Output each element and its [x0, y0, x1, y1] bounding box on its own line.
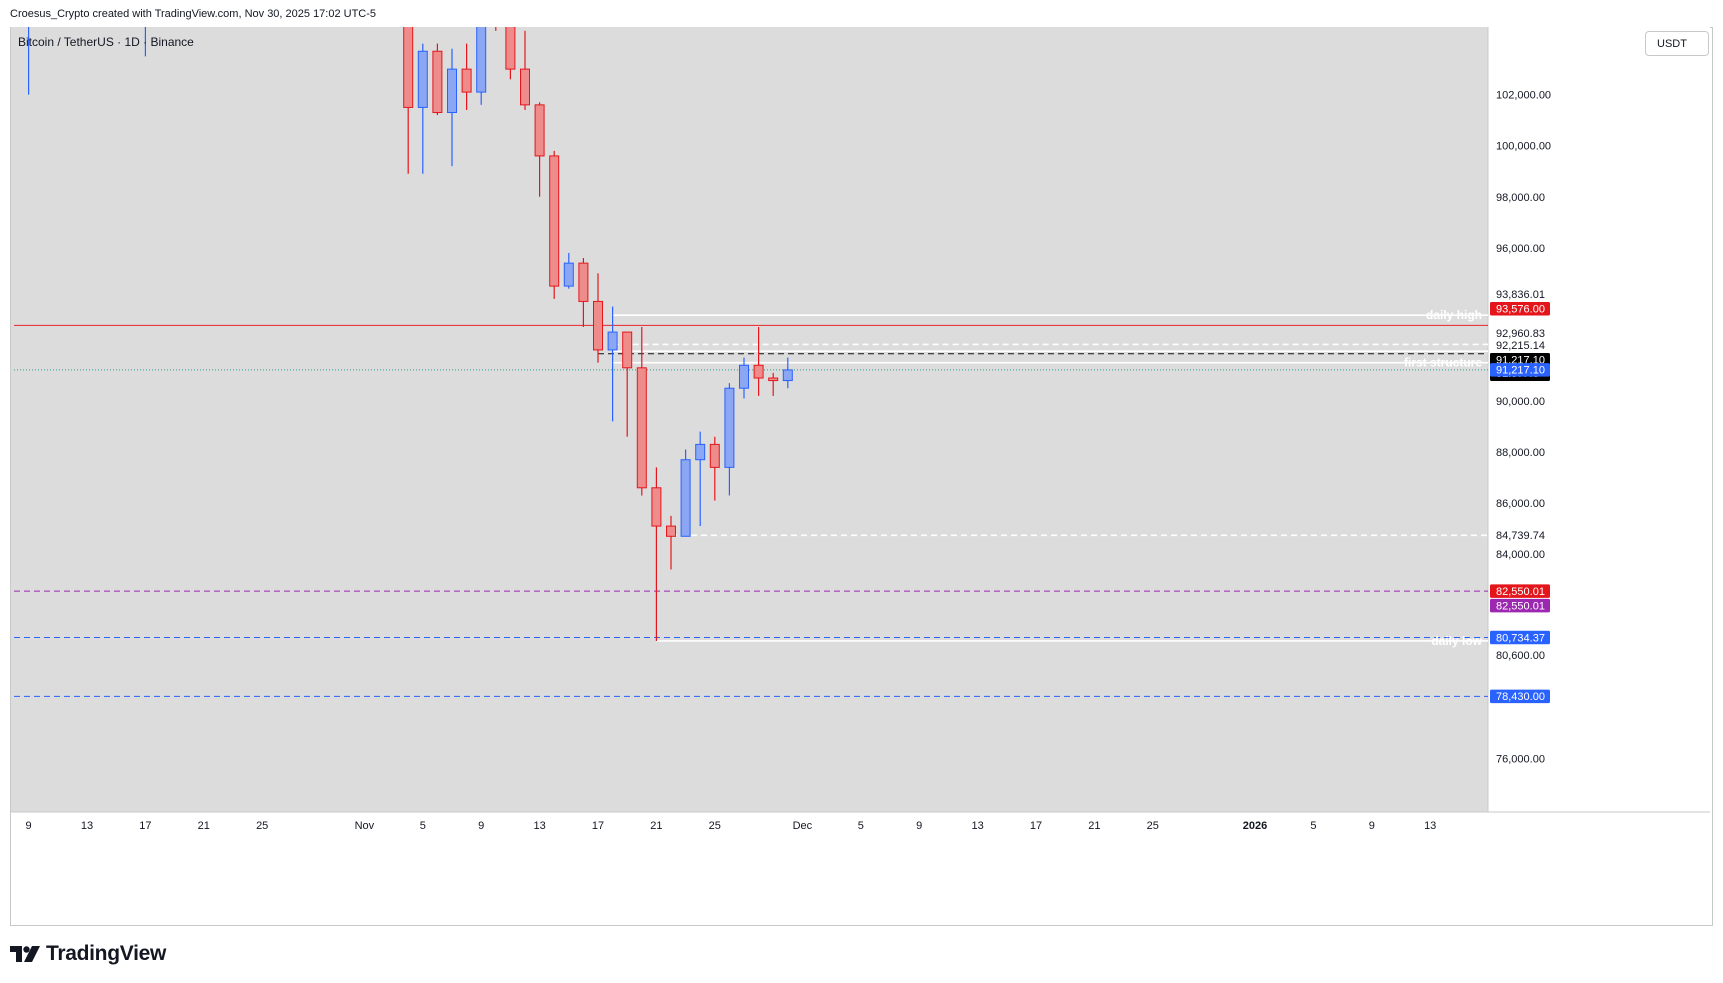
candle-body-2025-11-11: [505, 27, 516, 70]
price-label-bg-10: [1490, 648, 1550, 663]
candle-body-2025-11-08: [461, 68, 472, 93]
price-label-6: 84,739.74: [1496, 530, 1545, 542]
price-label-bg-8: [1490, 598, 1550, 613]
time-tick-label: 25: [1147, 820, 1159, 832]
time-tick-label: 9: [916, 820, 922, 832]
candle-body-2025-11-06: [432, 50, 443, 114]
candle-body-2025-11-22: [666, 525, 676, 537]
price-tick-label: 76,000.00: [1496, 753, 1545, 765]
time-tick-label: 2026: [1243, 820, 1267, 832]
candle-body-2025-11-23: [680, 459, 691, 537]
price-label-7: 82,550.01: [1496, 586, 1545, 598]
price-tick-label: 96,000.00: [1496, 243, 1545, 255]
candle-body-2025-11-24: [695, 443, 706, 461]
plot-area: [11, 27, 1488, 812]
tradingview-brand: TradingView: [46, 942, 167, 965]
candle-body-2025-11-16: [578, 262, 589, 302]
tradingview-logo-icon: [10, 946, 40, 962]
candle-body-2025-11-17: [593, 300, 603, 351]
price-tick-label: 100,000.00: [1496, 141, 1551, 153]
time-tick-label: 21: [1088, 820, 1100, 832]
price-tick-label: 90,000.00: [1496, 396, 1545, 408]
candle-body-2025-11-25: [709, 443, 720, 468]
candle-body-2025-11-05: [417, 50, 428, 108]
candle-body-2025-11-18: [607, 331, 618, 351]
price-label-0: 93,836.01: [1496, 289, 1545, 301]
time-tick-label: 9: [26, 820, 32, 832]
time-tick-label: 13: [971, 820, 983, 832]
header-attribution: Croesus_Crypto created with TradingView.…: [10, 8, 377, 20]
price-label-bg-5: [1490, 363, 1550, 377]
candle-body-2025-11-27: [739, 364, 749, 389]
time-tick-label: 17: [139, 820, 151, 832]
time-tick-label: 13: [533, 820, 545, 832]
candle-body-2025-11-26: [724, 387, 735, 468]
candle-body-2025-11-13: [534, 104, 545, 157]
annotation-first-structure: first structure: [1404, 356, 1482, 370]
time-tick-label: 21: [650, 820, 662, 832]
price-label-bg-9: [1490, 630, 1550, 645]
candle-body-2025-11-21: [651, 487, 662, 527]
price-label-bg-11: [1490, 689, 1550, 704]
price-label-5: 91,217.10: [1496, 365, 1545, 377]
candle-body-2025-11-15: [563, 262, 574, 287]
candle-body-2025-11-29: [768, 377, 779, 382]
price-tick-label: 86,000.00: [1496, 498, 1545, 510]
price-axis: [1488, 27, 1710, 812]
tradingview-logo[interactable]: TradingView: [10, 942, 166, 966]
candle-body-2025-11-14: [549, 155, 560, 287]
candle-body-2025-11-12: [520, 68, 530, 106]
annotation-daily-high: daily high: [1426, 308, 1482, 322]
time-axis: [11, 812, 1710, 839]
time-tick-label: 17: [592, 820, 604, 832]
candle-body-2025-11-09: [476, 27, 487, 93]
time-tick-label: 5: [1310, 820, 1316, 832]
price-label-bg-0: [1490, 287, 1550, 301]
time-tick-label: 5: [420, 820, 426, 832]
time-tick-label: 9: [478, 820, 484, 832]
candle-body-2025-11-04: [403, 27, 414, 108]
price-label-1: 93,576.00: [1496, 303, 1545, 315]
symbol-title: Bitcoin / TetherUS · 1D · Binance: [18, 35, 194, 49]
price-tick-label: 84,000.00: [1496, 549, 1545, 561]
price-label-bg-2: [1490, 326, 1550, 341]
time-tick-label: 9: [1369, 820, 1375, 832]
time-tick-label: Dec: [793, 820, 813, 832]
candle-body-2025-11-07: [447, 68, 457, 114]
candle-body-2025-11-19: [622, 331, 633, 369]
price-label-10: 80,600.00: [1496, 650, 1545, 662]
price-label-3: 92,215.14: [1496, 340, 1545, 352]
price-tick-label: 98,000.00: [1496, 192, 1545, 204]
plot-layer: daily high first structure daily low: [14, 0, 1488, 697]
candle-body-2025-11-28: [753, 364, 764, 379]
annotation-daily-low: daily low: [1431, 634, 1482, 648]
price-label-8: 82,550.01: [1496, 600, 1545, 612]
price-label-2: 92,960.83: [1496, 328, 1545, 340]
price-label-bg-1: [1490, 301, 1550, 316]
price-label-bg-6: [1490, 528, 1550, 543]
price-tick-label: 102,000.00: [1496, 90, 1551, 102]
price-label-bg-3: [1490, 338, 1550, 353]
price-label-11: 78,430.00: [1496, 691, 1545, 703]
candle-body-2025-11-30: [782, 369, 793, 382]
time-tick-label: 5: [858, 820, 864, 832]
time-tick-label: 25: [709, 820, 721, 832]
time-tick-label: 21: [198, 820, 210, 832]
currency-button[interactable]: USDT: [1645, 31, 1709, 56]
candle-body-2025-11-20: [636, 367, 647, 489]
time-tick-label: 17: [1030, 820, 1042, 832]
time-tick-label: Nov: [355, 820, 375, 832]
price-label-bg-7: [1490, 584, 1550, 598]
candle-body-2025-11-10: [491, 0, 500, 26]
time-tick-label: 25: [256, 820, 268, 832]
time-tick-label: 13: [81, 820, 93, 832]
time-tick-label: 13: [1424, 820, 1436, 832]
price-tick-label: 88,000.00: [1496, 447, 1545, 459]
price-label-9: 80,734.37: [1496, 632, 1545, 644]
